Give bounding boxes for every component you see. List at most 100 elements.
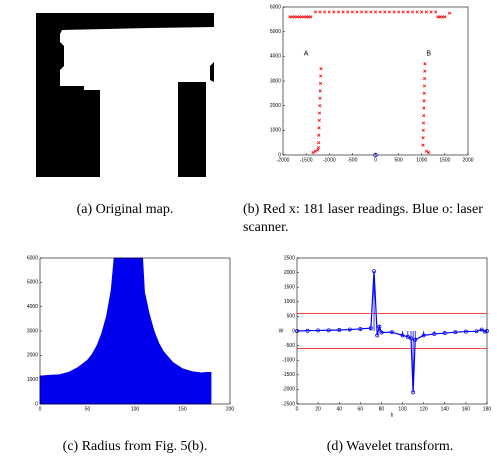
point (427, 151, 430, 154)
y-tick-label: -1000 (282, 358, 295, 364)
x-tick-label: 100 (398, 406, 407, 412)
point (423, 85, 426, 88)
point (314, 150, 317, 153)
point (319, 90, 322, 93)
point (346, 11, 349, 14)
y-tick-label: 0 (292, 328, 295, 334)
annotation: A (304, 51, 309, 58)
y-tick-label: 4000 (270, 54, 281, 60)
x-tick-label: 1000 (416, 157, 427, 163)
point (424, 62, 427, 65)
point (314, 11, 317, 14)
point (318, 127, 321, 130)
x-tick-label: 200 (226, 406, 235, 412)
y-tick-label: 5000 (27, 280, 38, 286)
x-tick-label: -1000 (323, 157, 336, 163)
point (370, 11, 373, 14)
x-tick-label: 80 (379, 406, 385, 412)
point (365, 11, 368, 14)
point (318, 112, 321, 115)
caption: (d) Wavelet transform. (265, 438, 497, 456)
x-tick-label: 2000 (462, 157, 473, 163)
y-tick-label: 2500 (284, 255, 295, 261)
y-tick-label: -2500 (282, 401, 295, 407)
x-tick-label: 1500 (439, 157, 450, 163)
point (407, 11, 410, 14)
point (402, 11, 405, 14)
x-tick-label: 120 (419, 406, 428, 412)
figure: AB-2000-1500-1000-5000500100015002000010… (0, 0, 497, 464)
y-tick-label: 5000 (270, 29, 281, 35)
area (40, 258, 211, 404)
x-tick-label: 100 (131, 406, 140, 412)
point (333, 11, 336, 14)
y-tick-label: 2000 (27, 353, 38, 359)
point (318, 119, 321, 122)
y-tick-label: -1500 (282, 372, 295, 378)
x-tick-label: -500 (347, 157, 357, 163)
point (379, 11, 382, 14)
y-tick-label: 1000 (27, 377, 38, 383)
y-tick-label: 3000 (27, 328, 38, 334)
point (448, 12, 451, 15)
point (323, 11, 326, 14)
caption: (c) Radius from Fig. 5(b). (10, 438, 260, 456)
x-tick-label: 160 (462, 406, 471, 412)
point (411, 11, 414, 14)
plot-frame (283, 7, 468, 155)
y-tick-label: 1000 (270, 128, 281, 134)
point (319, 11, 322, 14)
point (423, 107, 426, 110)
y-tick-label: -2000 (282, 387, 295, 393)
x-tick-label: 0 (296, 406, 299, 412)
point (423, 92, 426, 95)
point (319, 82, 322, 85)
y-tick-label: 1500 (284, 285, 295, 291)
x-tick-label: 180 (483, 406, 492, 412)
point (422, 122, 425, 125)
y-tick-label: 6000 (27, 255, 38, 261)
point (416, 11, 419, 14)
y-tick-label: 2000 (270, 103, 281, 109)
point (342, 11, 345, 14)
point (393, 11, 396, 14)
x-tick-label: 50 (85, 406, 91, 412)
point (444, 16, 447, 19)
point (374, 11, 377, 14)
point (388, 11, 391, 14)
point (317, 141, 320, 144)
x-tick-label: -1500 (300, 157, 313, 163)
point (360, 11, 363, 14)
point (337, 11, 340, 14)
point (424, 70, 427, 73)
x-axis-label: b (391, 412, 394, 418)
x-tick-label: 150 (178, 406, 187, 412)
caption: (a) Original map. (36, 201, 214, 219)
x-tick-label: 0 (374, 157, 377, 163)
point (422, 144, 425, 147)
y-tick-label: 2000 (284, 270, 295, 276)
point (420, 11, 423, 14)
y-tick-label: 0 (278, 152, 281, 158)
point (317, 146, 320, 149)
point (328, 11, 331, 14)
point (316, 149, 319, 152)
point (319, 75, 322, 78)
y-tick-label: -500 (285, 343, 295, 349)
point (423, 99, 426, 102)
x-tick-label: 140 (441, 406, 450, 412)
point (422, 114, 425, 117)
y-tick-label: 4000 (27, 304, 38, 310)
x-tick-label: 500 (394, 157, 403, 163)
point (430, 11, 433, 14)
caption: (b) Red x: 181 laser readings. Blue o: l… (243, 201, 493, 237)
point (425, 150, 428, 153)
y-tick-label: 0 (35, 401, 38, 407)
y-tick-label: 3000 (270, 78, 281, 84)
point (434, 11, 437, 14)
x-tick-label: 60 (358, 406, 364, 412)
y-axis-label: W (279, 328, 284, 334)
point (356, 11, 359, 14)
point (319, 97, 322, 100)
point (320, 67, 323, 70)
